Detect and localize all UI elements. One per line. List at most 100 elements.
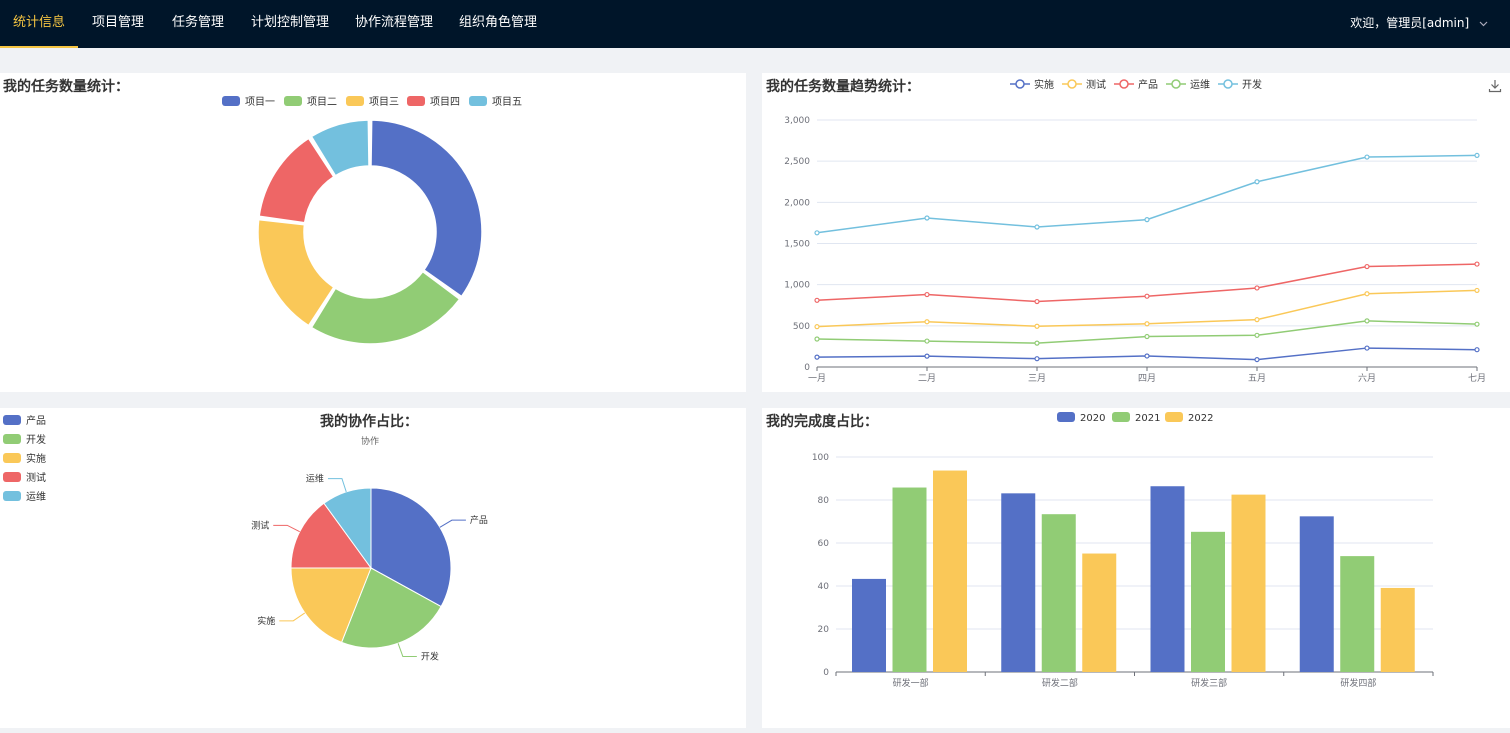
data-point [1474, 261, 1480, 267]
data-point [1474, 347, 1480, 353]
pie-legend-item[interactable]: 开发 [3, 431, 46, 446]
nav-item-collab-flow[interactable]: 协作流程管理 [354, 15, 433, 30]
y-tick-label: 500 [793, 322, 810, 332]
data-point [1034, 298, 1040, 305]
legend-label: 2022 [1188, 413, 1214, 424]
legend-swatch [3, 453, 21, 463]
x-tick-label: 研发一部 [893, 677, 929, 689]
data-point [1364, 263, 1370, 270]
bar-legend-item[interactable]: 2020 [1057, 412, 1105, 424]
y-tick-label: 2,500 [784, 157, 810, 167]
nav-item-plan-control[interactable]: 计划控制管理 [250, 15, 329, 30]
bar-chart: 0 20 40 60 80 100 研发一部 研发二部 研发三部 研发四部 [812, 453, 1434, 689]
data-point [1364, 154, 1370, 160]
data-point [1034, 340, 1040, 346]
data-point [1144, 217, 1150, 223]
bar [1340, 556, 1375, 672]
legend-swatch [3, 472, 21, 482]
legend-label: 开发 [26, 435, 46, 446]
donut-chart [257, 119, 483, 345]
pie-label-line [327, 478, 347, 493]
data-point [1364, 318, 1370, 324]
legend-label: 实施 [1034, 80, 1054, 91]
task-trend-title: 我的任务数量趋势统计： [766, 79, 920, 95]
nav-item-projects[interactable]: 项目管理 [91, 15, 144, 30]
x-tick-label: 研发三部 [1191, 677, 1227, 689]
legend-swatch [1165, 412, 1183, 422]
x-tick-label: 六月 [1358, 372, 1376, 384]
bar [1150, 486, 1185, 672]
y-tick-label: 1,000 [784, 281, 810, 291]
data-point [1474, 321, 1480, 327]
pie-legend-item[interactable]: 运维 [3, 488, 46, 503]
line-legend-item[interactable]: 实施 [1010, 76, 1054, 91]
y-tick-label: 80 [818, 496, 830, 506]
y-tick-label: 0 [823, 668, 829, 678]
legend-swatch [407, 96, 425, 106]
data-point [1254, 179, 1260, 185]
welcome-text: 欢迎，管理员[admin] [1350, 16, 1470, 30]
legend-swatch [222, 96, 240, 106]
donut-slice [310, 119, 370, 177]
donut-legend-item[interactable]: 项目四 [407, 93, 460, 108]
data-point [1254, 285, 1260, 291]
top-nav-bar: 统计信息 项目管理 任务管理 计划控制管理 协作流程管理 组织角色管理 欢迎，管… [0, 0, 1510, 48]
bar [933, 470, 967, 672]
bar-legend-item[interactable]: 2022 [1165, 412, 1213, 424]
data-point [814, 230, 820, 236]
data-point [1034, 356, 1040, 362]
chevron-down-icon [1479, 2, 1488, 48]
pie-legend-item[interactable]: 测试 [3, 469, 46, 484]
data-point [1364, 291, 1370, 297]
data-point [924, 319, 930, 325]
download-icon[interactable] [1488, 78, 1502, 97]
donut-legend-item[interactable]: 项目五 [469, 93, 522, 108]
legend-label: 实施 [26, 454, 46, 465]
bar [1001, 493, 1036, 672]
line-legend-item[interactable]: 产品 [1114, 76, 1158, 91]
legend-label: 项目一 [245, 97, 275, 108]
data-point [1254, 332, 1260, 338]
x-tick-label: 四月 [1138, 373, 1156, 384]
data-point [1474, 287, 1480, 294]
x-tick-label: 二月 [918, 373, 936, 384]
bar [1041, 514, 1076, 672]
legend-swatch [1112, 412, 1130, 422]
data-point [1254, 356, 1260, 363]
x-tick-label: 研发二部 [1042, 677, 1078, 689]
bar [1380, 587, 1415, 672]
y-tick-label: 1,500 [784, 240, 810, 250]
line-legend-item[interactable]: 测试 [1062, 76, 1106, 91]
legend-label: 开发 [1242, 80, 1262, 91]
nav-item-statistics[interactable]: 统计信息 [0, 0, 78, 48]
user-menu[interactable]: 欢迎，管理员[admin] [1350, 0, 1488, 48]
line-legend-item[interactable]: 开发 [1218, 76, 1262, 91]
pie-label: 运维 [306, 473, 324, 485]
legend-label: 产品 [1138, 80, 1158, 91]
nav-item-org-roles[interactable]: 组织角色管理 [458, 15, 537, 30]
data-point [1144, 353, 1150, 359]
data-point [1474, 152, 1480, 159]
legend-swatch [469, 96, 487, 106]
donut-legend-item[interactable]: 项目二 [284, 93, 337, 108]
bar-legend-item[interactable]: 2021 [1112, 412, 1160, 424]
y-tick-label: 60 [818, 539, 830, 549]
pie-label-line [439, 519, 466, 528]
y-tick-label: 0 [804, 363, 810, 373]
legend-swatch [1057, 412, 1075, 422]
line-chart: 0 500 1,000 1,500 2,000 2,500 3,000 一月 二月 三月 四月 五月 六… [784, 116, 1486, 384]
task-trend-panel [762, 73, 1510, 392]
data-point [1254, 317, 1260, 323]
donut-legend-item[interactable]: 项目一 [222, 93, 275, 108]
data-point [924, 338, 930, 344]
pie-legend-item[interactable]: 实施 [3, 450, 46, 465]
nav-item-tasks[interactable]: 任务管理 [171, 15, 224, 30]
x-tick-label: 五月 [1248, 373, 1266, 384]
completion-title: 我的完成度占比： [766, 414, 878, 430]
pie-label-line [397, 643, 417, 657]
data-point [924, 215, 930, 221]
pie-legend-item[interactable]: 产品 [3, 412, 46, 427]
y-tick-label: 2,000 [784, 198, 810, 208]
donut-legend-item[interactable]: 项目三 [346, 93, 399, 108]
line-legend-item[interactable]: 运维 [1166, 76, 1210, 91]
